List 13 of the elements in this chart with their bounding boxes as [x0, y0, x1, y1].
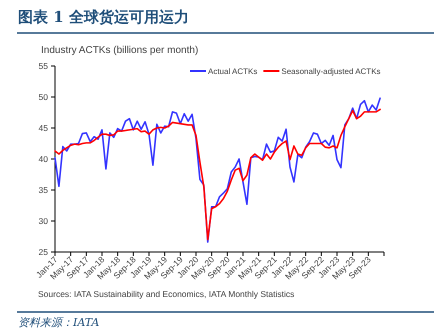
y-tick-label: 40: [38, 154, 48, 164]
legend-label: Actual ACTKs: [208, 67, 258, 76]
chart-title: 图表 1 全球货运可用运力: [18, 8, 189, 26]
y-tick-label: 30: [38, 216, 48, 226]
legend-label: Seasonally-adjusted ACTKs: [281, 67, 381, 76]
source-note: Sources: IATA Sustainability and Economics, IATA Monthly Statistics: [38, 289, 294, 299]
y-tick-label: 45: [38, 123, 48, 133]
y-tick-label: 35: [38, 185, 48, 195]
text: 资料来源：IATA: [18, 316, 100, 329]
y-tick-label: 25: [38, 247, 48, 257]
y-axis-title: Industry ACTKs (billions per month): [41, 45, 198, 56]
y-tick-label: 55: [38, 61, 48, 71]
y-tick-label: 50: [38, 92, 48, 102]
